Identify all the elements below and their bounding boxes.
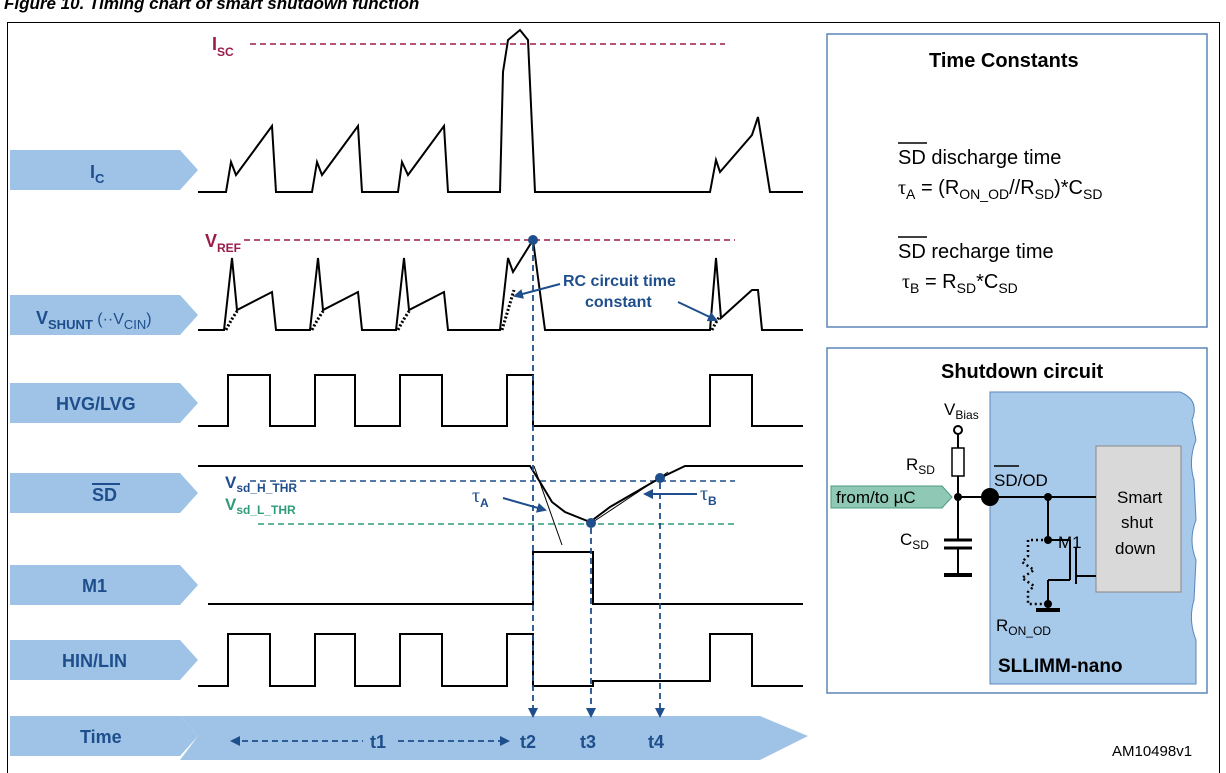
rsd-resistor [951, 447, 965, 477]
svg-text:CSD: CSD [900, 530, 929, 552]
tau-a-label: τA [472, 485, 489, 510]
hvg-waveform [198, 374, 803, 427]
svg-text:Shutdown circuit: Shutdown circuit [941, 361, 1104, 383]
device-name: SLLIMM-nano [998, 656, 1123, 677]
tau-b-label: τB [700, 483, 717, 508]
svg-text:IC: IC [90, 162, 105, 186]
svg-text:RSD: RSD [906, 455, 935, 477]
rc-annotation: RC circuit time constant [563, 273, 680, 311]
svg-text:RON_OD: RON_OD [996, 616, 1051, 638]
rc-arrow-left [513, 283, 561, 299]
discharge-line: SD discharge time [898, 142, 1061, 169]
vsd-high-label: Vsd_H_THR [225, 473, 297, 495]
svg-text:SD recharge time: SD recharge time [898, 241, 1054, 263]
recharge-line: SD recharge time [898, 236, 1054, 263]
figure-heading: Figure 10. Timing chart of smart shutdow… [4, 0, 420, 13]
figure-code: AM10498v1 [1112, 743, 1192, 760]
sd-waveform [198, 465, 803, 524]
svg-text:SD discharge time: SD discharge time [898, 147, 1061, 169]
smart-shutdown-block [1095, 445, 1182, 593]
vref-crossing-dot [528, 235, 538, 245]
tau-a-arrow [502, 497, 547, 513]
rc-arrow-right [677, 301, 718, 322]
tau-a-equation: τA = (RON_OD//RSD)*CSD [898, 177, 1102, 202]
vsd-low-label: Vsd_L_THR [225, 495, 296, 517]
vbias-label: VBias [944, 400, 979, 422]
signal-label-vshunt: VSHUNT (··VCIN) [10, 295, 198, 335]
signal-label-m1: M1 [10, 565, 198, 605]
m1-waveform [208, 551, 803, 605]
svg-text:Smart shut down: Smart shut down [1115, 488, 1167, 558]
hin-waveform [198, 633, 803, 687]
signal-label-hvg: HVG/LVG [10, 383, 198, 423]
vshunt-rc-dots [224, 289, 722, 331]
svg-text:HVG/LVG: HVG/LVG [56, 394, 136, 414]
figure-frame [7, 22, 1220, 773]
signal-label-ic: IC [10, 150, 198, 190]
svg-text:Time: Time [80, 727, 122, 747]
signal-label-sd: SD [10, 473, 198, 513]
tau-b-tangent [589, 471, 669, 525]
signal-label-time: Time [10, 716, 198, 756]
vshunt-waveform [198, 237, 803, 331]
shutdown-circuit-box: Shutdown circuit Smart shut down SLLIMM-… [826, 347, 1208, 694]
t2-label: t2 [520, 732, 536, 752]
svg-text:Time Constants: Time Constants [929, 50, 1079, 72]
ic-waveform [198, 28, 803, 193]
ron-dotted-resistor [1019, 538, 1048, 606]
isc-label: ISC [212, 34, 234, 59]
t1-label: t1 [370, 732, 386, 752]
signal-label-hin: HIN/LIN [10, 640, 198, 680]
sd-od-label: SD/OD [994, 471, 1048, 490]
svg-text:SD: SD [92, 485, 117, 505]
t3-label: t3 [580, 732, 596, 752]
sd-high-dot [655, 473, 665, 483]
tau-a-tangent [533, 465, 563, 546]
svg-text:VSHUNT (··VCIN): VSHUNT (··VCIN) [36, 308, 152, 332]
svg-text:HIN/LIN: HIN/LIN [62, 651, 127, 671]
sd-low-dot [586, 518, 596, 528]
t4-label: t4 [648, 732, 664, 752]
time-constants-box: Time Constants SD discharge time τA = (R… [826, 33, 1208, 328]
time-axis-band [180, 716, 808, 760]
svg-text:M1: M1 [82, 576, 107, 596]
from-to-uc-arrow [830, 485, 953, 509]
svg-text:M1: M1 [1058, 533, 1082, 552]
svg-text:from/to µC: from/to µC [836, 488, 916, 507]
vref-label: VREF [205, 231, 241, 255]
tau-b-equation: τB = RSD*CSD [902, 271, 1018, 296]
